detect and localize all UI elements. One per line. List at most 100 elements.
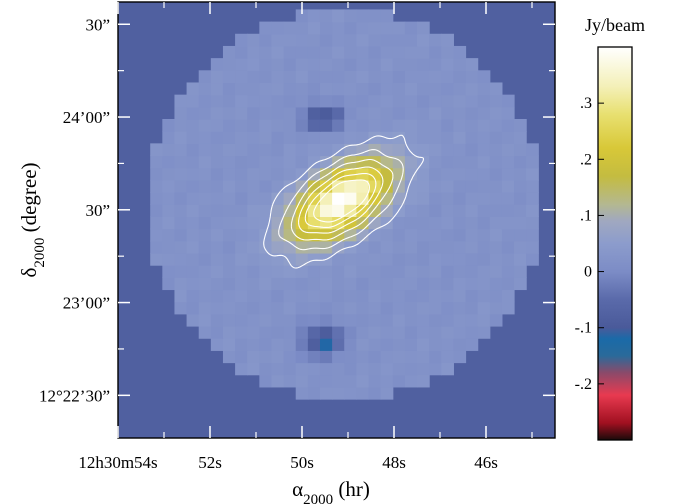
map-pixel xyxy=(198,143,212,157)
map-pixel xyxy=(417,167,430,181)
map-pixel xyxy=(198,216,212,230)
map-pixel xyxy=(453,204,467,218)
map-pixel xyxy=(283,289,297,303)
map-pixel xyxy=(465,58,479,71)
map-pixel xyxy=(210,240,224,254)
map-pixel xyxy=(501,94,515,108)
map-pixel xyxy=(514,204,527,218)
map-pixel xyxy=(150,143,163,157)
map-pixel xyxy=(198,301,212,315)
map-pixel xyxy=(150,167,163,181)
map-pixel xyxy=(198,155,212,169)
map-pixel xyxy=(307,362,321,376)
map-pixel xyxy=(404,21,418,35)
map-pixel xyxy=(174,106,188,120)
map-pixel xyxy=(222,277,236,291)
map-pixel xyxy=(295,106,309,120)
map-pixel xyxy=(295,9,309,23)
map-pixel xyxy=(259,155,273,169)
map-pixel xyxy=(465,265,479,278)
map-pixel xyxy=(307,82,321,96)
map-pixel xyxy=(247,362,260,376)
map-pixel xyxy=(332,106,345,120)
map-pixel xyxy=(150,179,163,193)
map-pixel xyxy=(404,240,418,254)
map-pixel xyxy=(441,313,454,327)
map-pixel xyxy=(186,155,200,169)
map-pixel xyxy=(477,106,491,120)
map-pixel xyxy=(259,179,273,193)
map-pixel xyxy=(295,119,309,132)
map-pixel xyxy=(514,216,527,230)
map-pixel xyxy=(174,301,188,315)
map-pixel xyxy=(441,131,454,144)
map-pixel xyxy=(283,131,297,144)
map-pixel xyxy=(174,179,188,193)
map-pixel xyxy=(332,45,345,59)
map-pixel xyxy=(441,301,454,315)
map-pixel xyxy=(271,362,285,376)
map-pixel xyxy=(222,179,236,193)
map-pixel xyxy=(307,33,321,47)
map-pixel xyxy=(174,277,188,291)
map-pixel xyxy=(210,192,224,205)
map-pixel xyxy=(356,131,370,144)
map-pixel xyxy=(307,143,321,157)
map-pixel xyxy=(465,216,479,230)
map-pixel xyxy=(271,58,285,71)
map-pixel xyxy=(174,155,188,169)
map-pixel xyxy=(368,58,382,71)
map-pixel xyxy=(319,33,333,47)
map-pixel xyxy=(392,119,406,132)
map-pixel xyxy=(271,70,285,84)
colorbar-tick-label: -.1 xyxy=(575,320,592,337)
map-pixel xyxy=(429,277,442,291)
map-pixel xyxy=(247,192,260,205)
map-pixel xyxy=(150,252,163,266)
map-pixel xyxy=(429,289,442,303)
map-pixel xyxy=(235,70,248,84)
map-pixel xyxy=(501,228,515,242)
map-pixel xyxy=(380,386,394,400)
map-pixel xyxy=(174,265,188,278)
map-pixel xyxy=(404,192,418,205)
map-pixel xyxy=(526,216,539,230)
map-pixel xyxy=(356,313,370,327)
map-pixel xyxy=(283,204,297,218)
map-pixel xyxy=(489,216,503,230)
map-pixel xyxy=(307,179,321,193)
map-pixel xyxy=(477,325,491,339)
map-pixel xyxy=(344,386,357,400)
map-pixel xyxy=(307,131,321,144)
y-tick-label: 24’00” xyxy=(63,108,110,127)
map-pixel xyxy=(162,179,176,193)
map-pixel xyxy=(514,252,527,266)
map-pixel xyxy=(210,277,224,291)
map-pixel xyxy=(210,179,224,193)
map-pixel xyxy=(174,228,188,242)
map-pixel xyxy=(247,289,260,303)
map-pixel xyxy=(186,82,200,96)
map-pixel xyxy=(222,192,236,205)
map-pixel xyxy=(332,289,345,303)
map-pixel xyxy=(441,155,454,169)
map-pixel xyxy=(392,21,406,35)
map-pixel xyxy=(465,204,479,218)
map-pixel xyxy=(380,228,394,242)
colorbar-tick-label: .2 xyxy=(580,151,592,168)
map-pixel xyxy=(235,143,248,157)
map-pixel xyxy=(344,301,357,315)
map-pixel xyxy=(477,228,491,242)
map-pixel xyxy=(392,58,406,71)
map-pixel xyxy=(368,9,382,23)
map-pixel xyxy=(283,143,297,157)
map-pixel xyxy=(453,313,467,327)
map-pixel xyxy=(368,216,382,230)
map-pixel xyxy=(283,325,297,339)
map-pixel xyxy=(417,216,430,230)
map-pixel xyxy=(417,94,430,108)
map-pixel xyxy=(247,155,260,169)
map-pixel xyxy=(162,192,176,205)
map-pixel xyxy=(368,313,382,327)
map-pixel xyxy=(392,70,406,84)
